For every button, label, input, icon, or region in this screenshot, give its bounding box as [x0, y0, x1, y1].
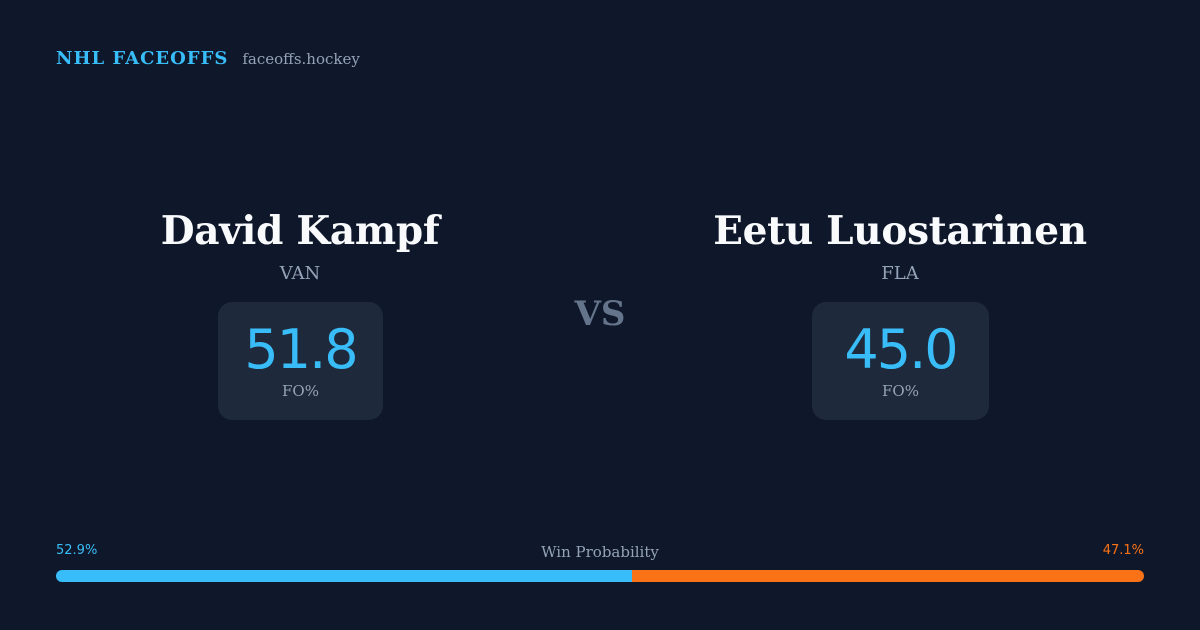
faceoff-percentage-label: FO%: [882, 382, 919, 400]
player-card-left: David Kampf VAN: [50, 204, 550, 286]
win-probability-left-value: 52.9%: [56, 543, 98, 558]
win-probability-right-value: 47.1%: [1102, 543, 1144, 558]
faceoff-stat-box-right: 45.0 FO%: [812, 302, 989, 420]
win-probability-bar: [56, 570, 1144, 582]
win-probability-labels: Win Probability 52.9% 47.1%: [56, 543, 1144, 563]
brand-header: NHL FACEOFFS faceoffs.hockey: [56, 48, 360, 69]
brand-domain: faceoffs.hockey: [242, 50, 360, 68]
faceoff-percentage-value: 45.0: [844, 318, 958, 381]
player-team: VAN: [279, 263, 321, 284]
brand-title: NHL FACEOFFS: [56, 48, 229, 69]
win-probability-bar-left: [56, 570, 632, 582]
win-probability-bar-right: [631, 570, 1144, 582]
player-name: David Kampf: [160, 208, 440, 254]
player-card-right: Eetu Luostarinen FLA: [650, 204, 1150, 286]
faceoff-stat-box-left: 51.8 FO%: [218, 302, 383, 420]
faceoff-percentage-label: FO%: [282, 382, 319, 400]
player-name: Eetu Luostarinen: [713, 208, 1087, 254]
faceoff-percentage-value: 51.8: [244, 318, 358, 381]
versus-label: VS: [574, 294, 626, 334]
win-probability-title: Win Probability: [541, 543, 659, 561]
player-team: FLA: [881, 263, 919, 284]
